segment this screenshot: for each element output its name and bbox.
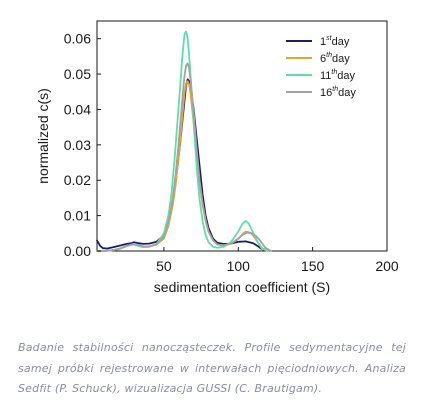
series-line-4 [96,62,272,252]
legend-label: 16thday [320,86,356,99]
y-tick-label: 0.05 [64,66,91,82]
x-tick-label: 200 [375,258,399,274]
y-tick-label: 0.00 [64,243,91,259]
x-axis: 50 100 150 200 [156,247,399,274]
series-layer [96,30,272,252]
y-tick-label: 0.06 [64,31,91,47]
legend: 1stday 6thday 11thday 16thday [286,35,356,99]
series-line-3 [96,30,269,252]
sedimentation-chart: 0.00 0.01 0.02 0.03 0.04 0.05 0.06 50 100 150 200… [35,20,399,295]
y-tick-label: 0.03 [64,137,91,153]
x-axis-title: sedimentation coefficient (S) [154,279,330,295]
x-tick-label: 150 [301,258,325,274]
y-tick-label: 0.01 [64,208,91,224]
x-tick-label: 50 [156,258,172,274]
y-tick-label: 0.04 [64,101,91,117]
x-tick-label: 100 [227,258,251,274]
legend-label: 1stday [320,35,350,48]
legend-label: 11thday [320,69,356,82]
y-axis: 0.00 0.01 0.02 0.03 0.04 0.05 0.06 [64,31,101,259]
y-tick-label: 0.02 [64,172,91,188]
legend-label: 6thday [320,52,350,65]
plot-frame [96,20,388,252]
figure-caption: Badanie stabilności nanocząsteczek. Prof… [18,341,406,395]
y-axis-title: normalized c(s) [35,88,51,184]
